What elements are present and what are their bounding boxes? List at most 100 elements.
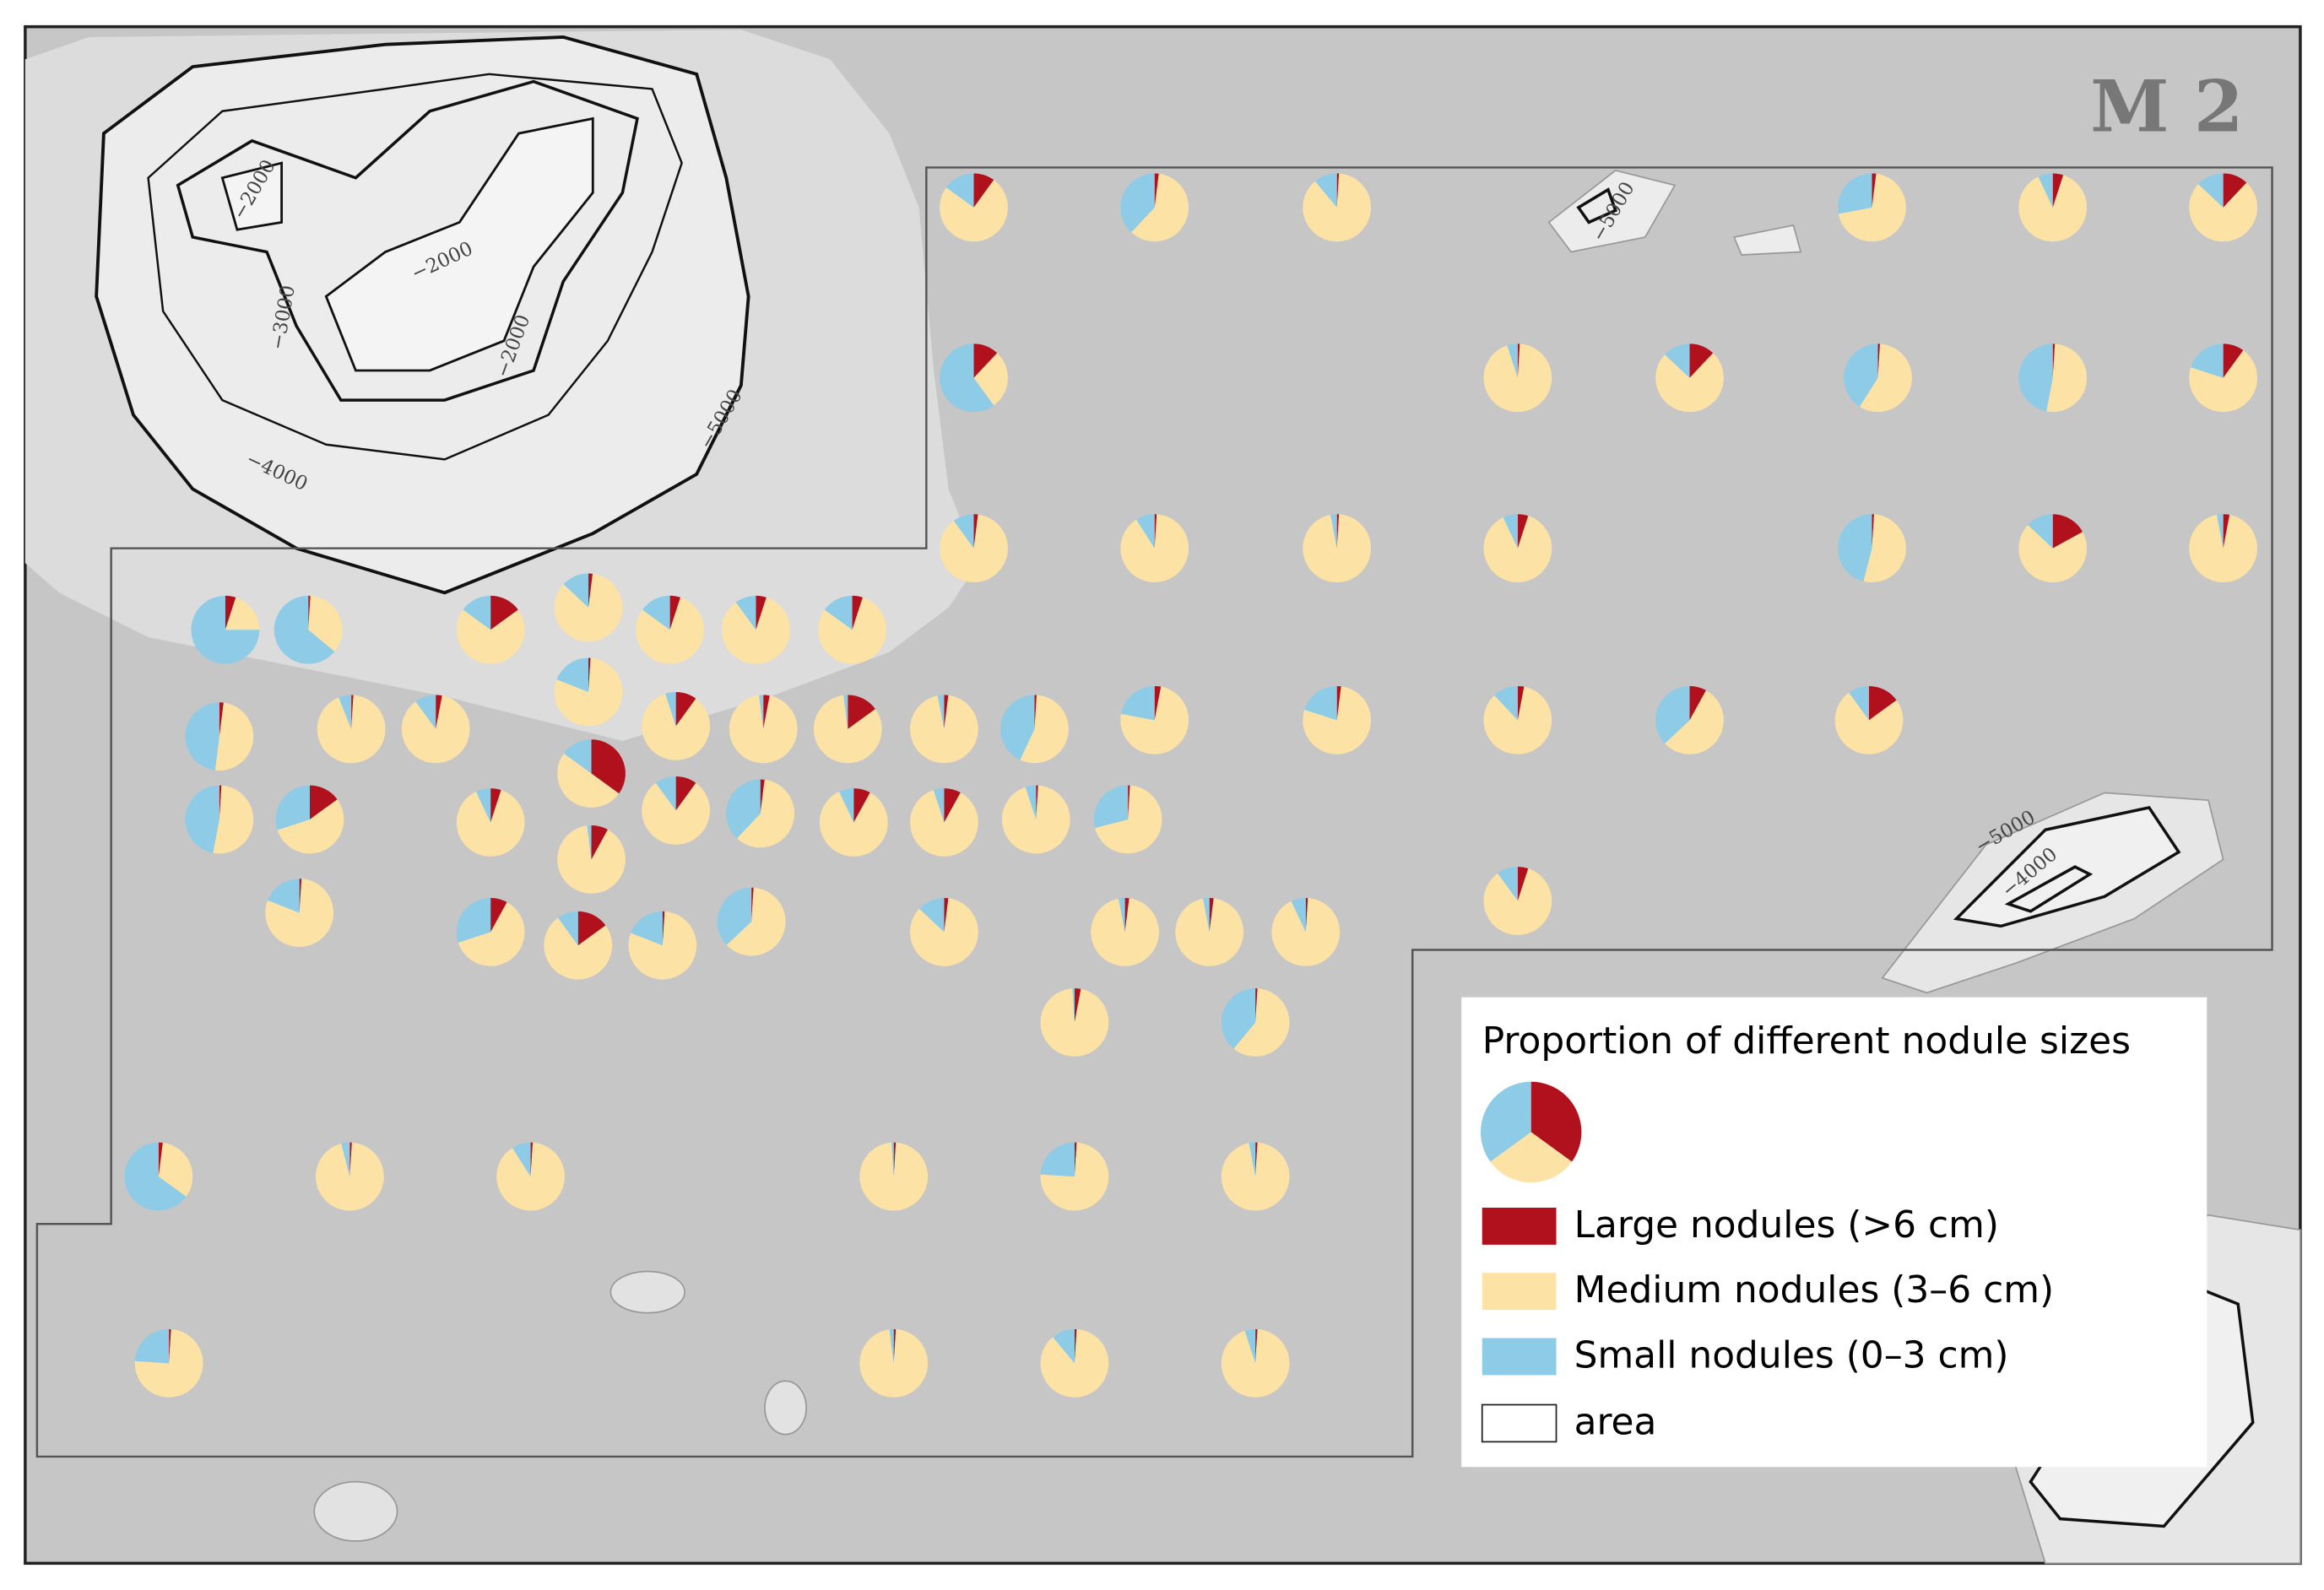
station-pie	[1483, 343, 1552, 413]
station-pie	[456, 595, 525, 664]
pie-slice	[859, 1142, 929, 1211]
pie-slice	[1868, 685, 1897, 721]
legend-box	[1461, 997, 2208, 1468]
pie-slice	[1120, 173, 1155, 233]
pie-slice	[308, 595, 311, 630]
pie-slice	[415, 695, 436, 729]
pie-slice	[940, 514, 1008, 583]
pie-slice	[2028, 514, 2053, 549]
pie-slice	[1091, 898, 1159, 966]
pie-slice	[675, 776, 696, 811]
station-pie	[496, 1142, 565, 1211]
station-pie	[717, 887, 786, 956]
pie-slice	[214, 702, 254, 771]
pie-slice	[1483, 868, 1552, 935]
pie-slice	[563, 573, 589, 608]
station-pie	[1175, 898, 1244, 966]
pie-slice	[1040, 1142, 1109, 1211]
station-pie	[1303, 685, 1372, 754]
pie-slice	[530, 1142, 534, 1177]
pie-slice	[1093, 785, 1129, 829]
station-pie	[1040, 1142, 1109, 1211]
station-pie	[729, 695, 798, 764]
station-pie	[185, 702, 254, 771]
pie-slice	[737, 779, 795, 848]
survey-area	[35, 166, 2273, 1458]
pie-slice	[219, 785, 222, 819]
pie-slice	[859, 1329, 929, 1398]
station-pie	[1221, 988, 1290, 1057]
pie-slice	[763, 695, 770, 729]
pie-slice	[642, 693, 710, 760]
pie-slice	[185, 702, 219, 771]
pie-slice	[2223, 173, 2247, 208]
pie-slice	[1303, 173, 1372, 242]
pie-slice	[824, 595, 853, 630]
pie-slice	[1255, 988, 1258, 1023]
pie-slice	[2052, 173, 2064, 208]
pie-slice	[1271, 898, 1341, 966]
pie-slice	[1119, 898, 1125, 933]
pie-slice	[1517, 343, 1520, 378]
station-pie	[910, 695, 978, 764]
pie-slice	[1483, 686, 1552, 754]
station-pie	[401, 695, 470, 764]
station-pie	[1120, 173, 1189, 242]
pie-slice	[973, 514, 978, 549]
pie-slice	[1665, 690, 1724, 754]
pie-slice	[910, 898, 978, 966]
pie-slice	[1480, 1081, 1531, 1162]
station-pie	[2018, 343, 2088, 413]
pie-slice	[554, 573, 623, 642]
station-pie	[1221, 1142, 1290, 1211]
pie-slice	[953, 514, 974, 549]
station-pie	[910, 898, 978, 966]
pie-slice	[818, 597, 886, 664]
legend-label: Small nodules (0–3 cm)	[1574, 1333, 2009, 1376]
station-pie	[557, 825, 626, 894]
pie-slice	[1503, 514, 1518, 549]
pie-slice	[843, 695, 848, 729]
pie-slice	[1305, 898, 1308, 933]
pie-slice	[587, 825, 592, 860]
pie-slice	[852, 595, 864, 630]
pie-slice	[134, 1329, 203, 1398]
station-pie	[642, 776, 710, 845]
pie-slice	[813, 695, 882, 764]
pie-slice	[945, 173, 974, 208]
pie-slice	[490, 595, 518, 630]
pie-slice	[735, 595, 756, 630]
pie-slice	[1121, 685, 1155, 721]
pie-slice	[1000, 695, 1035, 760]
pie-slice	[2046, 343, 2088, 413]
pie-slice	[1291, 898, 1306, 933]
pie-slice	[1074, 1142, 1077, 1177]
pie-slice	[308, 595, 343, 652]
station-pie	[813, 695, 882, 764]
station-pie	[544, 911, 613, 980]
pie-slice	[268, 879, 300, 913]
pie-slice	[940, 180, 1008, 242]
pie-slice	[1053, 1328, 1075, 1364]
pie-slice	[910, 790, 978, 857]
pie-slice	[588, 657, 591, 692]
pie-slice	[134, 1328, 170, 1364]
pie-slice	[2038, 173, 2053, 208]
pie-slice	[2189, 350, 2257, 413]
station-pie	[1483, 685, 1552, 754]
pie-slice	[1689, 343, 1714, 378]
pie-slice	[1154, 685, 1162, 721]
pie-slice	[274, 595, 335, 664]
pie-slice	[1336, 685, 1341, 721]
pie-slice	[456, 898, 491, 943]
pie-slice	[918, 898, 945, 933]
pie-slice	[225, 595, 236, 630]
pie-slice	[1336, 173, 1340, 208]
station-pie	[1483, 867, 1552, 935]
station-pie	[940, 514, 1008, 583]
station-pie	[185, 785, 254, 854]
station-pie	[1844, 343, 1912, 413]
station-pie	[726, 779, 795, 848]
pie-slice	[1872, 173, 1877, 208]
pie-slice	[910, 695, 978, 764]
